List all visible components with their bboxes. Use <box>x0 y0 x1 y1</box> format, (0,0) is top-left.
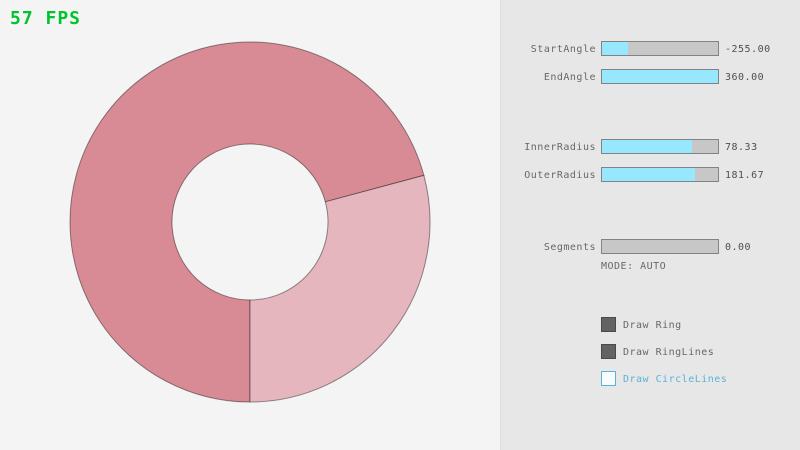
mode-label: MODE: AUTO <box>601 261 667 272</box>
endangle-slider-row: EndAngle 360.00 <box>501 69 800 84</box>
endangle-label: EndAngle <box>543 72 596 83</box>
startangle-slider-row: StartAngle -255.00 <box>501 41 800 56</box>
outerradius-value: 181.67 <box>725 170 765 181</box>
draw-ringlines-checkbox-box[interactable] <box>601 344 616 359</box>
draw-circlelines-checkbox-label: Draw CircleLines <box>623 374 728 385</box>
innerradius-value: 78.33 <box>725 142 758 153</box>
draw-circlelines-checkbox[interactable]: Draw CircleLines <box>601 371 800 386</box>
outerradius-label: OuterRadius <box>524 170 596 181</box>
draw-ringlines-checkbox-label: Draw RingLines <box>623 347 715 358</box>
ring-overlap-sector <box>69 41 425 403</box>
startangle-slider-fill <box>602 42 628 55</box>
startangle-value: -255.00 <box>725 44 771 55</box>
ring-single-sector <box>249 174 431 403</box>
segments-value: 0.00 <box>725 242 752 253</box>
innerradius-slider-fill <box>602 140 693 153</box>
fps-counter: 57 FPS <box>10 8 82 29</box>
endangle-slider-fill <box>602 70 718 83</box>
segments-slider[interactable] <box>601 239 719 254</box>
draw-ring-checkbox-label: Draw Ring <box>623 320 682 331</box>
innerradius-label: InnerRadius <box>524 142 596 153</box>
endangle-slider[interactable] <box>601 69 719 84</box>
outerradius-slider[interactable] <box>601 167 719 182</box>
innerradius-slider[interactable] <box>601 139 719 154</box>
drawing-canvas: 57 FPS <box>10 8 431 403</box>
segments-label: Segments <box>543 242 596 253</box>
draw-ring-checkbox[interactable]: Draw Ring <box>601 317 800 332</box>
startangle-label: StartAngle <box>530 44 596 55</box>
draw-ring-checkbox-box[interactable] <box>601 317 616 332</box>
controls-panel: StartAngle -255.00 EndAngle 360.00 Inner… <box>500 0 800 450</box>
endangle-value: 360.00 <box>725 72 765 83</box>
segments-slider-row: Segments 0.00 <box>501 239 800 254</box>
outerradius-slider-fill <box>602 168 695 181</box>
innerradius-slider-row: InnerRadius 78.33 <box>501 139 800 154</box>
startangle-slider[interactable] <box>601 41 719 56</box>
outerradius-slider-row: OuterRadius 181.67 <box>501 167 800 182</box>
draw-circlelines-checkbox-box[interactable] <box>601 371 616 386</box>
ring-shape <box>69 41 431 403</box>
draw-ringlines-checkbox[interactable]: Draw RingLines <box>601 344 800 359</box>
